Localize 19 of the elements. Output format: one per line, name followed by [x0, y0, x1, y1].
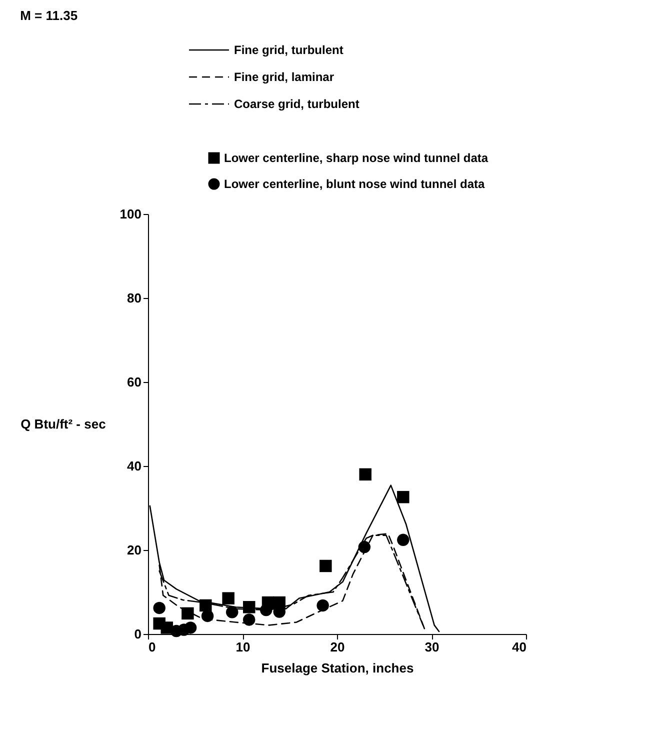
y-tick-label: 40 [127, 458, 142, 474]
x-tick-label: 30 [424, 640, 440, 654]
y-tick-label: 0 [134, 626, 142, 642]
x-tick-label: 10 [236, 640, 250, 654]
y-tick-label: 100 [120, 206, 142, 222]
y-tick-label: 60 [127, 374, 142, 390]
legend-label: Coarse grid, turbulent [234, 97, 360, 111]
legend-label: Fine grid, turbulent [234, 43, 344, 57]
x-tick-label: 20 [330, 640, 345, 654]
x-axis-title: Fuselage Station, inches [261, 660, 414, 676]
legend-label: Lower centerline, blunt nose wind tunnel data [224, 177, 486, 191]
legend-label: Fine grid, laminar [234, 70, 334, 84]
chart-title: M = 11.35 [20, 8, 78, 23]
x-tick-label: 40 [512, 640, 526, 654]
legend-label: Lower centerline, sharp nose wind tunnel data [224, 151, 488, 165]
y-tick-label: 20 [127, 542, 142, 558]
y-axis-title: Q Btu/ft² - sec [20, 416, 106, 432]
y-tick-label: 80 [127, 290, 142, 306]
x-tick-label: 0 [148, 640, 156, 654]
